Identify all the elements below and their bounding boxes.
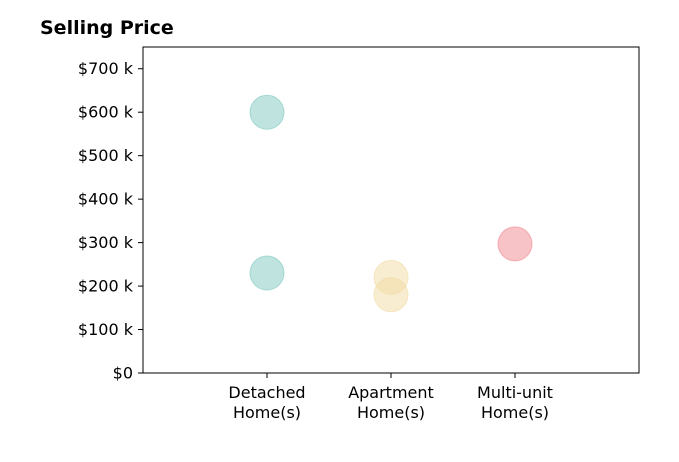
y-tick-label: $400 k — [78, 190, 134, 209]
y-tick-label: $700 k — [78, 59, 134, 78]
data-point — [249, 255, 285, 291]
y-tick-label: $100 k — [78, 320, 134, 339]
y-tick-label: $300 k — [78, 233, 134, 252]
data-point — [249, 94, 285, 130]
data-points — [249, 94, 533, 313]
x-tick-label: Multi-unit Home(s) — [477, 383, 553, 422]
plot-frame — [142, 46, 640, 374]
y-tick-label: $0 — [113, 364, 133, 383]
data-point — [497, 226, 533, 262]
data-point — [373, 277, 409, 313]
chart-title: Selling Price — [40, 17, 174, 39]
x-tick-label: Detached Home(s) — [228, 383, 305, 422]
y-tick-label: $200 k — [78, 277, 134, 296]
plot-area — [142, 46, 640, 374]
y-tick-label: $600 k — [78, 103, 134, 122]
x-tick-label: Apartment Home(s) — [348, 383, 434, 422]
y-tick-label: $500 k — [78, 146, 134, 165]
x-axis: Detached Home(s) Apartment Home(s) Multi-uni… — [228, 373, 553, 422]
y-axis: $0 $100 k $200 k $300 k $400 k $500 k $600 k $7… — [78, 59, 143, 383]
